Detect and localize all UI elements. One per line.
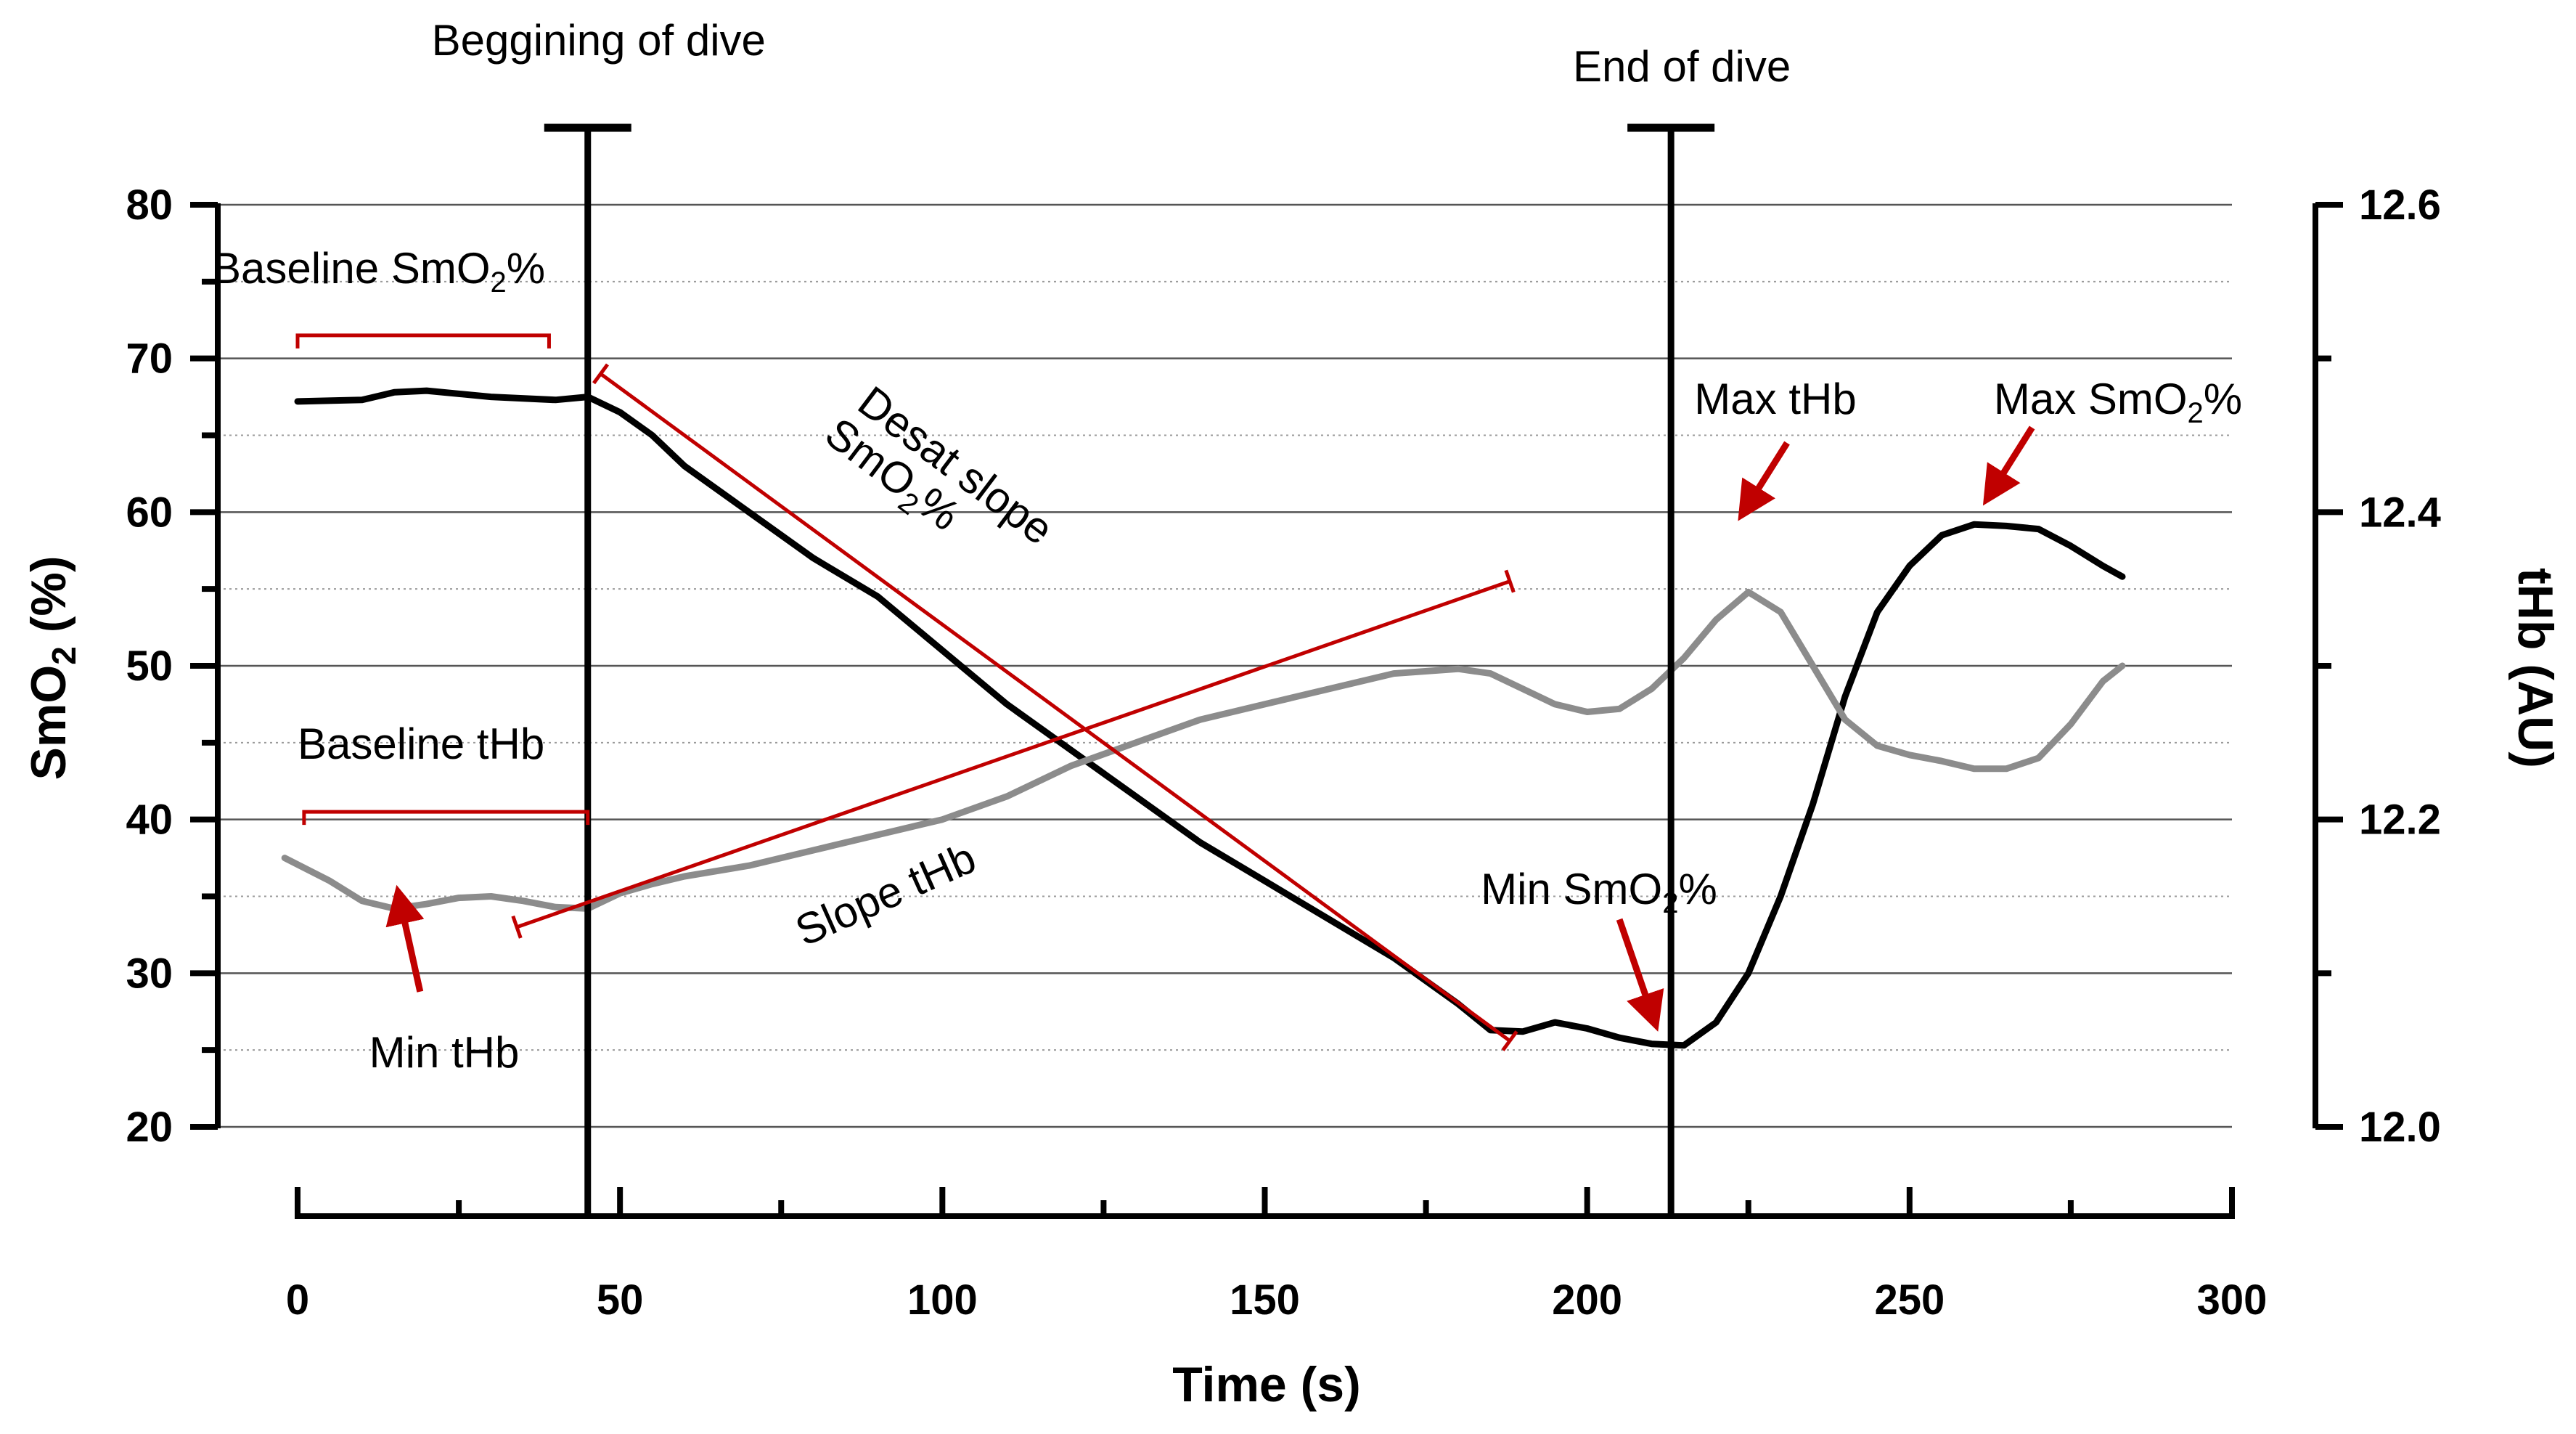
y-left-tick-label: 50 (126, 643, 173, 690)
y-left-tick-label: 80 (126, 182, 173, 229)
min-smo2-arrow (1616, 918, 1664, 1032)
max-smo2-label-sub: 2 (2188, 397, 2204, 429)
x-tick-label: 100 (907, 1276, 978, 1324)
series (281, 387, 2126, 1049)
desat-slope-cap-end (1501, 1030, 1518, 1051)
min-thb-label: Min tHb (369, 1028, 520, 1077)
baseline-thb-label: Baseline tHb (298, 720, 544, 768)
slope-thb-cap-end (1504, 569, 1516, 593)
min-thb-arrow (385, 884, 425, 993)
baseline-thb-bracket (302, 810, 590, 826)
y-right-tick-label: 12.6 (2359, 182, 2441, 229)
y-axis-left-title-sub: 2 (45, 646, 83, 665)
grid (218, 203, 2232, 1128)
x-tick-label: 0 (286, 1276, 309, 1324)
max-thb-arrow (1738, 441, 1790, 521)
baseline-smo2-label: Baseline SmO2% (212, 244, 545, 298)
baseline-smo2-label-tail: % (507, 244, 545, 293)
baseline-smo2-bracket (295, 333, 551, 349)
max-smo2-arrow (1982, 425, 2035, 506)
x-tick-label: 150 (1230, 1276, 1300, 1324)
y-right-tick-label: 12.2 (2359, 797, 2441, 844)
slope-thb-cap-start (511, 915, 523, 939)
desat-slope-label: Desat slope SmO2% (817, 377, 1063, 554)
max-smo2-label-main: Max SmO (1994, 375, 2188, 423)
begin-dive-label: Beggining of dive (432, 16, 766, 65)
max-smo2-label-tail: % (2204, 375, 2242, 423)
y-right-tick-label: 12.0 (2359, 1104, 2441, 1151)
baseline-smo2-label-sub: 2 (491, 266, 507, 298)
y-left-tick-label: 40 (126, 797, 173, 844)
annotations (295, 123, 2035, 1216)
thb-series-line (281, 588, 2126, 912)
y-right-tick-label: 12.4 (2359, 489, 2441, 536)
max-thb-label: Max tHb (1694, 375, 1856, 423)
y-axis-right-title: tHb (AU) (2508, 568, 2563, 768)
x-tick-label: 300 (2197, 1276, 2268, 1324)
y-axis-left-title: SmO2 (%) (21, 556, 83, 781)
x-tick-label: 250 (1874, 1276, 1945, 1324)
min-smo2-label-sub: 2 (1662, 887, 1678, 919)
axes: 20 30 40 50 60 70 80 12.0 12.2 12.4 12.6 0 50 100 150 2… (126, 182, 2440, 1324)
y-left-tick-label: 20 (126, 1104, 173, 1151)
x-tick-label: 200 (1552, 1276, 1622, 1324)
y-axis-left-title-tail: (%) (21, 556, 76, 647)
end-dive-label: End of dive (1573, 42, 1791, 91)
x-tick-label: 50 (597, 1276, 644, 1324)
min-smo2-label-tail: % (1678, 865, 1717, 913)
y-left-tick-label: 70 (126, 335, 173, 383)
y-left-tick-label: 30 (126, 950, 173, 997)
y-left-tick-label: 60 (126, 489, 173, 536)
x-axis-title: Time (s) (1172, 1357, 1360, 1412)
baseline-smo2-label-main: Baseline SmO (212, 244, 491, 293)
max-smo2-label: Max SmO2% (1994, 375, 2242, 429)
desat-slope-cap-start (592, 363, 609, 385)
slope-thb-line (516, 579, 1510, 929)
min-smo2-label: Min SmO2% (1481, 865, 1717, 919)
y-axis-left-title-main: SmO (21, 665, 76, 781)
desat-slope-line (600, 372, 1511, 1043)
min-smo2-label-main: Min SmO (1481, 865, 1662, 913)
